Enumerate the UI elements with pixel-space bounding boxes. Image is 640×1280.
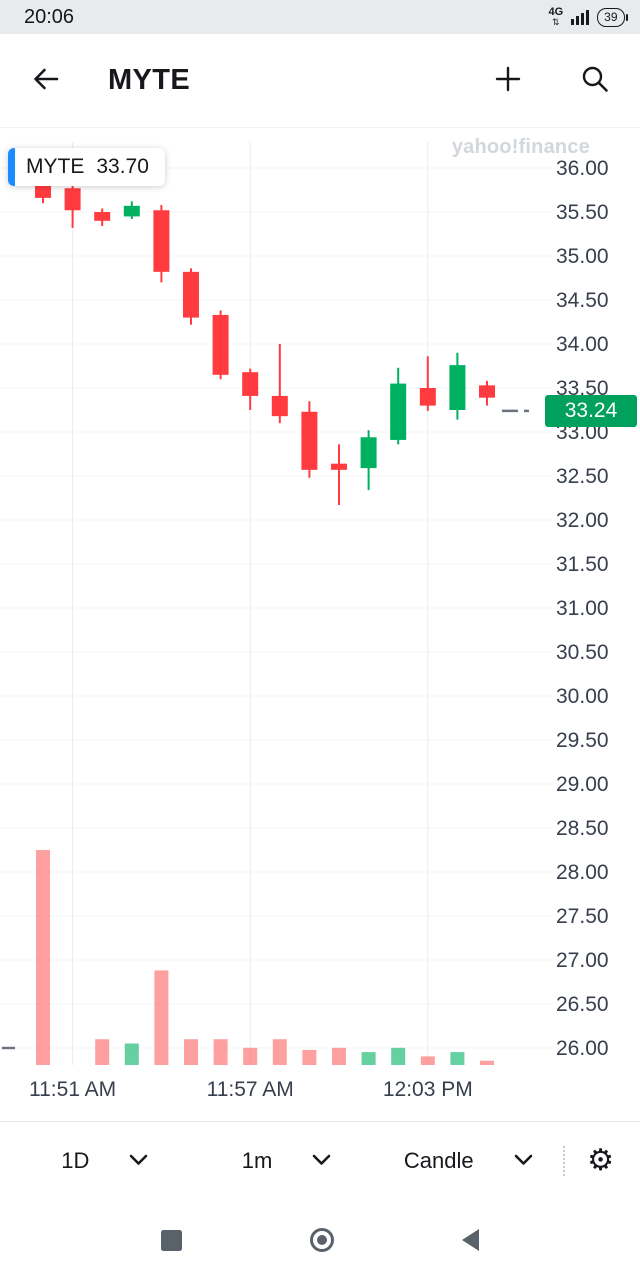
gear-icon: ⚙ [587, 1144, 615, 1177]
svg-text:35.00: 35.00 [556, 245, 609, 268]
network-type: 4G ⇅ [548, 6, 564, 27]
svg-text:35.50: 35.50 [556, 201, 609, 224]
svg-text:30.50: 30.50 [556, 641, 609, 664]
tooltip-price: 33.70 [96, 155, 149, 178]
tooltip-accent-bar [8, 148, 15, 186]
chevron-down-icon [514, 1154, 533, 1169]
plus-icon [492, 63, 524, 98]
svg-text:11:51 AM: 11:51 AM [29, 1078, 116, 1101]
chevron-down-icon [312, 1154, 331, 1169]
triangle-left-icon [462, 1229, 479, 1251]
svg-text:26.50: 26.50 [556, 993, 609, 1016]
chart-type-selector[interactable]: Candle [377, 1147, 559, 1175]
clock: 20:06 [24, 5, 75, 28]
svg-text:11:57 AM: 11:57 AM [207, 1078, 294, 1101]
toolbar-divider [563, 1146, 566, 1176]
circle-icon [310, 1228, 334, 1252]
chart-settings-button[interactable]: ⚙ [575, 1144, 626, 1178]
search-icon [580, 64, 610, 97]
svg-text:28.00: 28.00 [556, 861, 609, 884]
svg-text:12:03 PM: 12:03 PM [383, 1078, 473, 1101]
yahoo-finance-watermark: yahoo!finance [451, 136, 590, 158]
battery-level: 39 [597, 7, 625, 27]
svg-text:36.00: 36.00 [556, 157, 609, 180]
data-arrows-icon: ⇅ [552, 17, 560, 27]
svg-text:29.00: 29.00 [556, 773, 609, 796]
page-title: MYTE [108, 64, 191, 96]
crosshair-tooltip: MYTE 33.70 [8, 148, 165, 186]
chart-type-label: Candle [403, 1148, 474, 1173]
candlestick-chart[interactable]: 36.0035.5035.0034.5034.0033.5033.0032.50… [0, 128, 640, 1121]
svg-text:30.00: 30.00 [556, 685, 609, 708]
current-price-badge: 33.24 [545, 395, 637, 427]
svg-text:27.00: 27.00 [556, 949, 609, 972]
svg-text:33.50: 33.50 [556, 377, 609, 400]
search-button[interactable] [574, 58, 616, 103]
svg-text:26.00: 26.00 [556, 1037, 609, 1060]
chevron-down-icon [129, 1154, 148, 1169]
square-icon [161, 1229, 182, 1251]
svg-text:34.00: 34.00 [556, 333, 609, 356]
svg-text:32.50: 32.50 [556, 465, 609, 488]
chart-section: 36.00 35.50 35.00 34.50 34.00 33.50 33.00 32.50… [0, 128, 640, 1121]
home-button[interactable] [302, 1220, 342, 1260]
interval-label: 1m [241, 1148, 273, 1173]
svg-text:28.50: 28.50 [556, 817, 609, 840]
svg-text:31.50: 31.50 [556, 553, 609, 576]
svg-text:34.50: 34.50 [556, 289, 609, 312]
back-nav-button[interactable] [454, 1221, 487, 1259]
back-button[interactable] [24, 57, 68, 104]
battery-icon: 39 [597, 7, 628, 27]
signal-bars-icon [571, 9, 590, 25]
svg-text:31.00: 31.00 [556, 597, 609, 620]
add-to-watchlist-button[interactable] [486, 57, 530, 104]
svg-text:27.50: 27.50 [556, 905, 609, 928]
svg-text:29.50: 29.50 [556, 729, 609, 752]
app-header: MYTE [0, 34, 640, 128]
status-icons: 4G ⇅ 39 [548, 7, 628, 27]
svg-text:32.00: 32.00 [556, 509, 609, 532]
range-selector[interactable]: 1D [14, 1147, 196, 1175]
status-bar: 20:06 4G ⇅ 39 [0, 0, 640, 34]
arrow-left-icon [30, 63, 62, 98]
tooltip-symbol: MYTE [26, 155, 85, 178]
recents-button[interactable] [153, 1222, 190, 1259]
chart-toolbar: 1D 1m Candle ⚙ [0, 1121, 640, 1200]
android-navbar [0, 1200, 640, 1280]
interval-selector[interactable]: 1m [196, 1147, 378, 1175]
range-label: 1D [61, 1148, 90, 1173]
